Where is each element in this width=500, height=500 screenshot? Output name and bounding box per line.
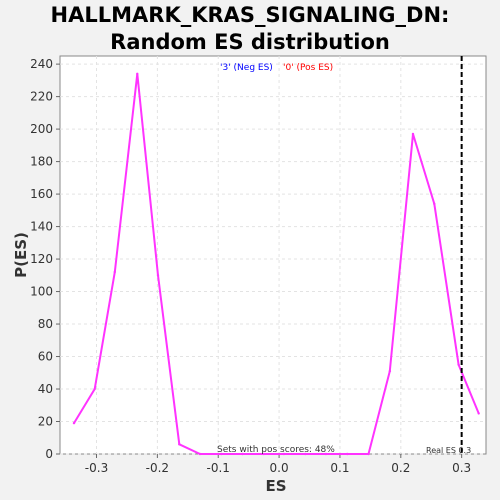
x-tick-label: 0.2 xyxy=(391,461,410,475)
pos-scores-annotation: Sets with pos scores: 48% xyxy=(217,445,335,455)
legend-neg-es: '3' (Neg ES) xyxy=(220,63,273,73)
data-point xyxy=(411,132,415,136)
data-point xyxy=(324,452,328,456)
x-tick-label: 0.3 xyxy=(452,461,471,475)
data-point xyxy=(388,369,392,373)
real-es-annotation: Real ES 0.3 xyxy=(426,446,471,455)
data-point xyxy=(178,443,181,446)
data-point xyxy=(433,202,436,206)
data-point xyxy=(113,270,116,274)
data-point xyxy=(156,274,160,277)
data-point xyxy=(136,72,139,76)
data-point xyxy=(457,363,460,366)
y-tick-label: 160 xyxy=(30,187,53,201)
data-point xyxy=(241,452,244,456)
x-tick-label: -0.2 xyxy=(146,461,169,475)
grid-layer xyxy=(60,56,486,455)
y-tick-label: 120 xyxy=(30,252,53,266)
y-tick-label: 20 xyxy=(38,415,53,429)
x-tick-label: -0.1 xyxy=(207,461,230,475)
legend-pos-es: '0' (Pos ES) xyxy=(283,63,333,73)
data-point xyxy=(367,452,370,456)
y-tick-label: 200 xyxy=(30,122,53,136)
y-tick-label: 220 xyxy=(30,90,53,104)
ticks-layer: 0 20 40 60 80 100 120 140 160 180 200 220 240 -0.3 -0.… xyxy=(30,57,471,475)
x-axis-label: ES xyxy=(265,477,286,495)
data-point xyxy=(262,452,266,456)
data-point xyxy=(346,452,349,456)
data-point xyxy=(220,452,223,456)
data-point xyxy=(72,421,76,425)
y-tick-label: 180 xyxy=(30,155,53,169)
y-tick-label: 140 xyxy=(30,220,53,234)
data-point xyxy=(282,452,286,456)
data-point xyxy=(304,452,307,456)
y-tick-label: 40 xyxy=(38,382,53,396)
data-point xyxy=(93,387,96,391)
plot-area xyxy=(59,55,487,455)
data-point xyxy=(477,412,480,415)
y-tick-label: 60 xyxy=(38,350,53,364)
x-tick-label: -0.3 xyxy=(85,461,108,475)
series-layer xyxy=(72,72,480,456)
y-axis-label: P(ES) xyxy=(12,232,30,278)
x-tick-label: 0.0 xyxy=(270,461,289,475)
y-tick-label: 80 xyxy=(38,317,53,331)
y-tick-label: 0 xyxy=(45,447,53,461)
y-tick-label: 240 xyxy=(30,57,53,71)
x-tick-label: 0.1 xyxy=(330,461,349,475)
data-point xyxy=(198,452,202,456)
series-line xyxy=(73,73,480,455)
chart-title: HALLMARK_KRAS_SIGNALING_DN: Random ES di… xyxy=(50,3,450,54)
y-tick-label: 100 xyxy=(30,285,53,299)
